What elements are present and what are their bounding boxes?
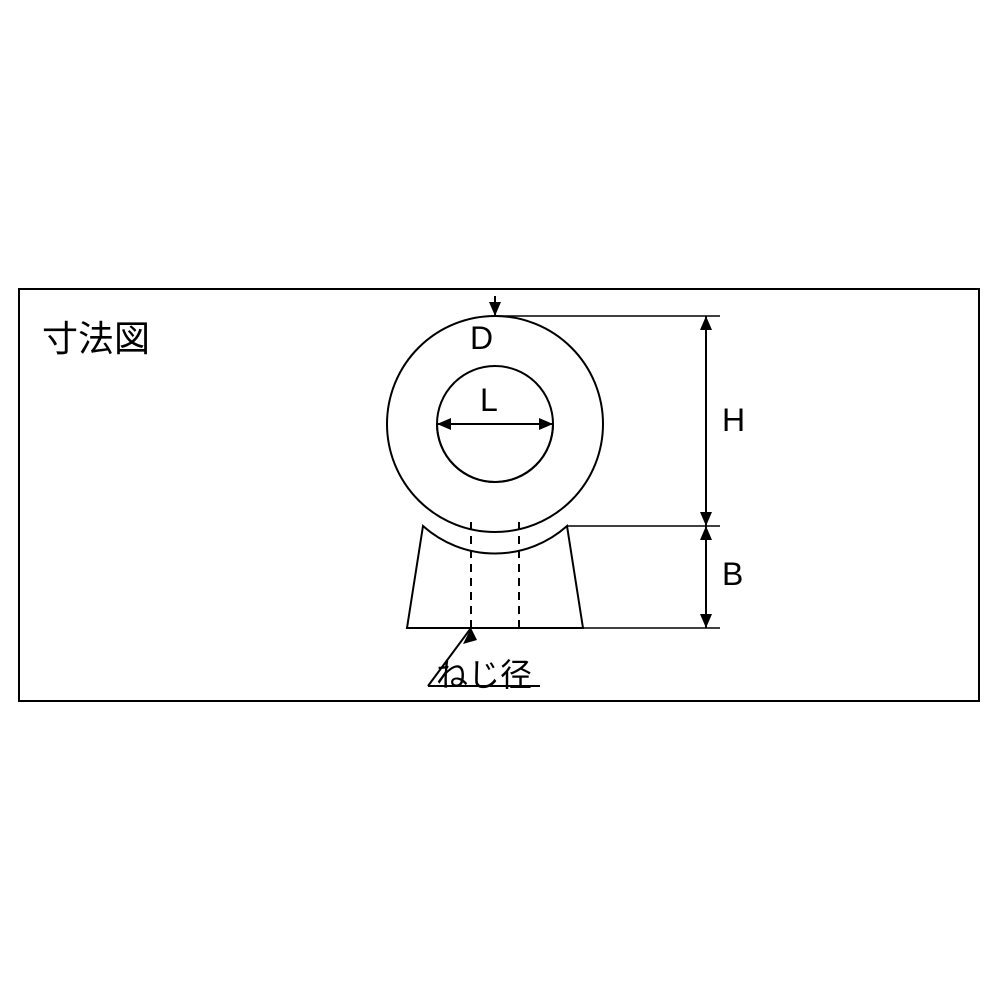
label-l: L xyxy=(480,382,498,419)
label-thread: ねじ径 xyxy=(436,650,532,696)
base-outline xyxy=(407,526,583,628)
h-arrow-top xyxy=(700,316,712,330)
label-b: B xyxy=(722,556,743,593)
b-arrow-bot xyxy=(700,614,712,628)
ring-inner-bottom xyxy=(437,424,553,482)
label-d: D xyxy=(470,320,493,357)
l-arrow-right xyxy=(539,418,553,430)
b-arrow-top xyxy=(700,526,712,540)
eye-nut-diagram xyxy=(0,0,1000,1000)
d-arrow-head xyxy=(489,302,501,316)
l-arrow-left xyxy=(437,418,451,430)
h-arrow-bot xyxy=(700,512,712,526)
label-h: H xyxy=(722,402,745,439)
